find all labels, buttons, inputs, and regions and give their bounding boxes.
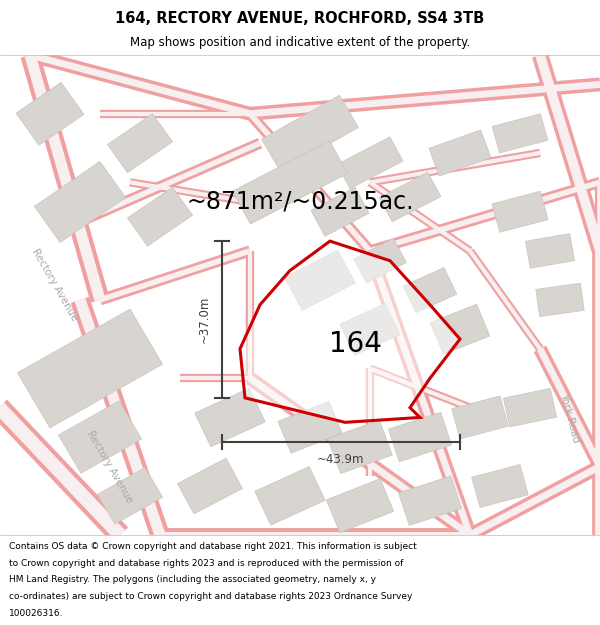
Polygon shape	[328, 420, 392, 474]
Text: 164, RECTORY AVENUE, ROCHFORD, SS4 3TB: 164, RECTORY AVENUE, ROCHFORD, SS4 3TB	[115, 11, 485, 26]
Text: Rectory Avenue: Rectory Avenue	[30, 248, 80, 323]
Polygon shape	[526, 234, 575, 268]
Polygon shape	[337, 137, 403, 189]
Polygon shape	[452, 396, 508, 439]
Text: York Road: York Road	[559, 391, 581, 443]
Polygon shape	[403, 268, 457, 312]
Text: co-ordinates) are subject to Crown copyright and database rights 2023 Ordnance S: co-ordinates) are subject to Crown copyr…	[9, 592, 412, 601]
Polygon shape	[255, 466, 325, 525]
Polygon shape	[284, 250, 355, 311]
Text: Contains OS data © Crown copyright and database right 2021. This information is : Contains OS data © Crown copyright and d…	[9, 542, 417, 551]
Text: to Crown copyright and database rights 2023 and is reproduced with the permissio: to Crown copyright and database rights 2…	[9, 559, 403, 568]
Polygon shape	[97, 468, 163, 524]
Text: 100026316.: 100026316.	[9, 609, 64, 618]
Polygon shape	[17, 309, 163, 428]
Polygon shape	[340, 303, 400, 355]
Polygon shape	[503, 388, 557, 427]
Polygon shape	[311, 188, 369, 236]
Polygon shape	[278, 401, 342, 453]
Polygon shape	[536, 283, 584, 316]
Text: HM Land Registry. The polygons (including the associated geometry, namely x, y: HM Land Registry. The polygons (includin…	[9, 576, 376, 584]
Polygon shape	[492, 114, 548, 153]
Polygon shape	[429, 130, 491, 176]
Polygon shape	[16, 82, 84, 145]
Polygon shape	[388, 412, 452, 462]
Polygon shape	[58, 401, 142, 473]
Polygon shape	[195, 388, 265, 447]
Polygon shape	[472, 464, 528, 508]
Polygon shape	[240, 241, 460, 422]
Polygon shape	[34, 161, 125, 242]
Polygon shape	[178, 458, 242, 514]
Polygon shape	[107, 114, 173, 172]
Text: ~43.9m: ~43.9m	[317, 453, 365, 466]
Text: ~37.0m: ~37.0m	[197, 296, 211, 343]
Polygon shape	[233, 141, 347, 224]
Polygon shape	[492, 191, 548, 232]
Polygon shape	[127, 187, 193, 246]
Polygon shape	[379, 173, 441, 222]
Polygon shape	[326, 479, 394, 532]
Polygon shape	[430, 304, 490, 354]
Text: ~871m²/~0.215ac.: ~871m²/~0.215ac.	[186, 190, 414, 214]
Text: 164: 164	[329, 330, 382, 358]
Polygon shape	[262, 95, 358, 171]
Polygon shape	[353, 238, 406, 283]
Text: Rectory Avenue: Rectory Avenue	[85, 429, 135, 504]
Polygon shape	[398, 476, 461, 526]
Text: Map shows position and indicative extent of the property.: Map shows position and indicative extent…	[130, 36, 470, 49]
